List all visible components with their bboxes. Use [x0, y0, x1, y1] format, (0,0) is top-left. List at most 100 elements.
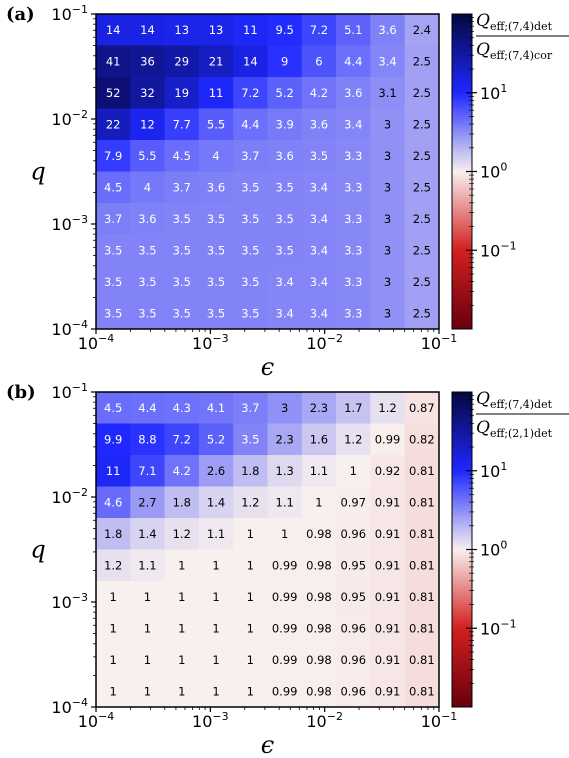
y-tick-label: 10−4 — [51, 318, 88, 339]
cell-value-label: 1 — [178, 590, 185, 604]
heatmap-cell — [404, 203, 440, 235]
cell-value-label: 14 — [106, 23, 121, 37]
heatmap-cell — [267, 612, 303, 645]
cell-value-label: 1.2 — [378, 401, 396, 415]
cell-value-label: 3.5 — [138, 306, 156, 320]
heatmap-cell — [370, 14, 406, 46]
cell-value-label: 19 — [174, 86, 189, 100]
cell-value-label: 2.5 — [413, 54, 431, 68]
cell-value-label: 11 — [106, 464, 121, 478]
heatmap-cell — [198, 108, 234, 141]
cell-value-label: 3.3 — [344, 180, 362, 194]
x-tick-label: 10−3 — [192, 710, 229, 731]
heatmap-cell — [404, 392, 440, 424]
heatmap-cell — [130, 266, 166, 298]
heatmap-cell — [96, 486, 131, 519]
heatmap-cell — [404, 14, 440, 46]
heatmap-cell — [198, 234, 234, 267]
cell-value-label: 3.5 — [207, 212, 225, 226]
cell-value-label: 1.3 — [276, 464, 294, 478]
cell-value-label: 3.5 — [173, 212, 191, 226]
heatmap-cell — [198, 392, 234, 424]
heatmap-cell — [96, 423, 131, 456]
cell-value-label: 36 — [140, 54, 155, 68]
cell-value-label: 12 — [140, 117, 155, 131]
cell-value-label: 0.91 — [375, 621, 401, 635]
heatmap-cell — [301, 549, 337, 582]
cell-value-label: 3.4 — [310, 275, 328, 289]
heatmap-cell — [301, 45, 337, 78]
heatmap-cell — [130, 297, 166, 330]
cell-value-label: 0.81 — [409, 558, 435, 572]
heatmap-cell — [336, 45, 371, 78]
heatmap-cell — [164, 549, 200, 582]
colorbar-tick-label: 101 — [480, 82, 507, 103]
cell-value-label: 0.91 — [375, 684, 401, 698]
heatmap-cell — [198, 644, 234, 676]
cell-value-label: 3.5 — [241, 306, 259, 320]
cell-value-label: 9.5 — [276, 23, 294, 37]
cell-value-label: 1 — [212, 558, 219, 572]
heatmap-cell — [336, 108, 371, 141]
heatmap-cell — [164, 423, 200, 456]
heatmap-cell — [370, 486, 406, 519]
heatmap-cell — [267, 108, 303, 141]
heatmap-cell — [233, 266, 268, 298]
heatmap-cell — [336, 486, 371, 519]
cell-value-label: 3.7 — [241, 401, 259, 415]
cell-value-label: 3.4 — [310, 243, 328, 257]
cell-value-label: 1 — [281, 527, 288, 541]
y-axis-label: q — [30, 158, 45, 186]
cell-value-label: 3 — [384, 275, 391, 289]
cell-value-label: 1.8 — [241, 464, 259, 478]
cell-value-label: 21 — [209, 54, 224, 68]
heatmap-cell — [336, 14, 371, 46]
cell-value-label: 1 — [247, 684, 254, 698]
cell-value-label: 0.91 — [375, 495, 401, 509]
cell-value-label: 2.5 — [413, 117, 431, 131]
heatmap-cell — [233, 518, 268, 550]
cell-value-label: 3.5 — [207, 275, 225, 289]
heatmap-cell — [164, 392, 200, 424]
cell-value-label: 0.97 — [340, 495, 366, 509]
panel-b: 4.5 4.4 4.3 4.1 3.7 3 2.3 1.7 1.2 0.87 9.9 8.8 7.2 5.… — [6, 381, 569, 758]
cell-value-label: 2.5 — [413, 243, 431, 257]
heatmap-cell — [404, 108, 440, 141]
heatmap-cell — [370, 612, 406, 645]
cell-value-label: 3.4 — [310, 180, 328, 194]
heatmap-cell — [96, 266, 131, 298]
heatmap-cell — [404, 549, 440, 582]
cell-value-label: 41 — [106, 54, 121, 68]
heatmap-cell — [164, 675, 200, 708]
heatmap-cell — [130, 581, 166, 613]
heatmap-cell — [130, 140, 166, 172]
heatmap-cell — [130, 234, 166, 267]
cell-value-label: 3.3 — [344, 243, 362, 257]
cell-value-label: 4.5 — [173, 149, 191, 163]
heatmap-cell — [164, 644, 200, 676]
heatmap-cell — [336, 518, 371, 550]
x-tick-label: 10−4 — [78, 332, 115, 353]
cell-value-label: 1 — [109, 621, 116, 635]
cell-value-label: 0.99 — [272, 590, 298, 604]
cell-value-label: 3.5 — [138, 275, 156, 289]
cell-value-label: 3.3 — [344, 306, 362, 320]
cell-value-label: 3.5 — [207, 243, 225, 257]
heatmap-cell — [164, 455, 200, 487]
cell-value-label: 1 — [212, 653, 219, 667]
heatmap-cell — [130, 549, 166, 582]
cell-value-label: 3.5 — [276, 243, 294, 257]
cell-value-label: 29 — [174, 54, 189, 68]
heatmap-cell — [267, 14, 303, 46]
heatmap-cell — [336, 77, 371, 109]
heatmap-cell — [301, 518, 337, 550]
heatmap-cell — [164, 581, 200, 613]
heatmap-cell — [404, 612, 440, 645]
heatmap-cell — [233, 455, 268, 487]
heatmap-cell — [164, 612, 200, 645]
cell-value-label: 4 — [212, 149, 219, 163]
heatmap-cell — [198, 486, 234, 519]
cell-value-label: 1 — [178, 558, 185, 572]
heatmap-cell — [301, 581, 337, 613]
heatmap-cell — [130, 423, 166, 456]
